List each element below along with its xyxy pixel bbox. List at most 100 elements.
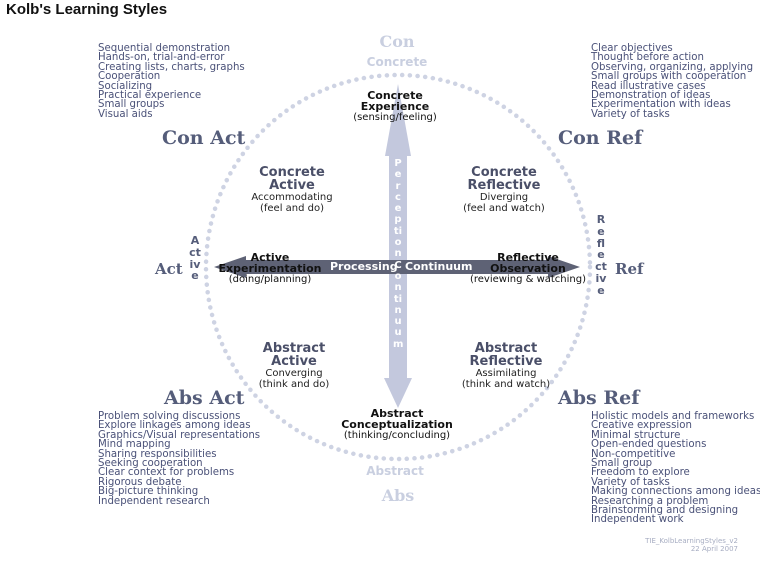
node-line: (thinking/concluding) — [343, 430, 451, 441]
node-line: Reflective — [497, 251, 559, 264]
quadrant-line: Diverging — [479, 192, 529, 203]
list-item: Sequential demonstration — [98, 43, 231, 54]
vertical-word-reflective: Reflective — [595, 213, 607, 297]
list-item: Hands-on, trial-and-error — [98, 52, 225, 64]
node-line: Experimentation — [218, 262, 322, 275]
list-item: Visual aids — [98, 108, 153, 120]
quadrant-line: (think and do) — [258, 379, 330, 390]
list-item: Small groups with cooperation — [591, 71, 747, 83]
pole-ref: Ref — [615, 260, 644, 278]
list-item: Brainstorming and designing — [591, 505, 739, 517]
list-item: Researching a problem — [591, 495, 709, 507]
list-item: Open-ended questions — [591, 439, 707, 451]
list-item: Freedom to explore — [591, 467, 690, 479]
list-item: Demonstration of ideas — [591, 90, 711, 102]
list-item: Graphics/Visual representations — [98, 429, 261, 441]
page-title: Kolb's Learning Styles — [6, 1, 168, 18]
quadrant-line: (feel and watch) — [463, 203, 545, 214]
perception-continuum-label: Perception Continuum — [393, 158, 404, 350]
list-item: Cooperation — [98, 71, 161, 83]
quadrant-abstract-reflective: Abstract Reflective Assimilating (think … — [462, 342, 550, 390]
list-concrete-active: Sequential demonstration Hands-on, trial-… — [98, 43, 245, 120]
quadrant-line: (feel and do) — [259, 203, 325, 214]
list-item: Minimal structure — [591, 429, 681, 441]
list-item: Creating lists, charts, graphs — [98, 61, 245, 73]
quadrant-concrete-reflective: Concrete Reflective Diverging (feel and … — [463, 166, 545, 214]
list-item: Small group — [591, 458, 653, 470]
quadrant-line: Active — [269, 178, 315, 193]
list-item: Variety of tasks — [591, 108, 670, 120]
node-line: (sensing/feeling) — [353, 112, 437, 123]
list-item: Practical experience — [98, 90, 202, 102]
list-item: Holistic models and frameworks — [591, 411, 755, 422]
node-line: Active — [250, 251, 290, 264]
corner-label-abs-act: Abs Act — [164, 387, 245, 409]
node-line: (reviewing & watching) — [469, 274, 587, 285]
list-item: Sharing responsibilities — [98, 448, 217, 460]
quadrant-line: Abstract — [262, 341, 326, 356]
quadrant-line: Reflective — [467, 178, 541, 193]
corner-label-con-ref: Con Ref — [558, 127, 643, 149]
pole-con: Con — [379, 32, 415, 51]
list-item: Read illustrative cases — [591, 80, 706, 92]
list-item: Rigorous debate — [98, 476, 182, 488]
quadrant-line: Assimilating — [475, 368, 537, 379]
processing-label: Processing — [330, 260, 398, 273]
corner-label-con-act: Con Act — [162, 127, 246, 149]
list-item: Mind mapping — [98, 439, 171, 451]
quadrant-line: Concrete — [471, 165, 537, 180]
list-item: Thought before action — [591, 52, 704, 64]
node-line: (doing/planning) — [228, 274, 312, 285]
list-concrete-reflective: Clear objectives Thought before action Obs… — [591, 43, 754, 120]
pole-abstract: Abstract — [366, 464, 424, 478]
node-concrete-experience: Concrete Experience (sensing/feeling) — [353, 90, 437, 123]
list-item: Big-picture thinking — [98, 486, 199, 498]
node-line: Observation — [490, 262, 566, 275]
list-item: Socializing — [98, 80, 153, 92]
quadrant-line: Abstract — [474, 341, 538, 356]
perception-arrow — [384, 84, 412, 408]
list-item: Variety of tasks — [591, 476, 670, 488]
pole-concrete: Concrete — [366, 55, 428, 69]
list-abstract-reflective: Holistic models and frameworks Creative e… — [591, 411, 760, 526]
quadrant-line: Accommodating — [251, 192, 333, 203]
quadrant-line: Reflective — [469, 354, 543, 369]
quadrant-line: Converging — [265, 368, 323, 379]
list-item: Creative expression — [591, 420, 692, 432]
node-line: Concrete — [367, 89, 423, 102]
list-item: Independent work — [591, 514, 684, 526]
list-item: Making connections among ideas — [591, 486, 760, 498]
footer-version: TIE_KolbLearningStyles_v2 — [645, 537, 738, 545]
quadrant-line: (think and watch) — [461, 379, 551, 390]
node-reflective-observation: Reflective Observation (reviewing & watc… — [470, 252, 586, 285]
node-abstract-conceptualization: Abstract Conceptualization (thinking/con… — [341, 408, 453, 441]
corner-label-abs-ref: Abs Ref — [558, 387, 640, 409]
quadrant-concrete-active: Concrete Active Accommodating (feel and … — [251, 166, 332, 214]
list-item: Non-competitive — [591, 448, 676, 460]
dotted-circle — [203, 72, 593, 462]
list-item: Experimentation with ideas — [591, 99, 731, 111]
list-item: Problem solving discussions — [98, 411, 241, 422]
node-line: Conceptualization — [341, 418, 453, 431]
list-item: Clear objectives — [591, 43, 673, 54]
list-item: Explore linkages among ideas — [98, 420, 251, 432]
processing-arrow — [214, 256, 580, 278]
list-abstract-active: Problem solving discussions Explore linka… — [98, 411, 261, 507]
list-item: Independent research — [98, 495, 210, 507]
node-active-experimentation: Active Experimentation (doing/planning) — [219, 252, 322, 285]
quadrant-abstract-active: Abstract Active Converging (think and do… — [259, 342, 330, 390]
footer-note: TIE_KolbLearningStyles_v2 22 April 2007 — [645, 537, 738, 553]
footer-date: 22 April 2007 — [690, 545, 738, 553]
list-item: Small groups — [98, 99, 165, 111]
pole-abs: Abs — [381, 486, 415, 505]
quadrant-line: Concrete — [259, 165, 325, 180]
list-item: Observing, organizing, applying — [591, 61, 754, 73]
node-line: Experience — [360, 100, 430, 113]
vertical-word-active: Active — [189, 234, 201, 283]
quadrant-line: Active — [271, 354, 317, 369]
pole-act: Act — [155, 260, 183, 278]
list-item: Clear context for problems — [98, 467, 235, 479]
node-line: Abstract — [370, 407, 424, 420]
continuum-label: Continuum — [405, 260, 473, 273]
